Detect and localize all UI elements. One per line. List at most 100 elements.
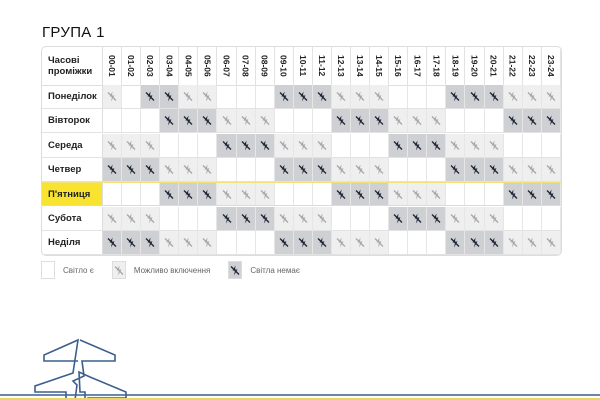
cell-power-on xyxy=(485,109,504,133)
hour-header: 11-12 xyxy=(313,47,332,85)
no-power-icon xyxy=(489,237,499,248)
cell-power-on xyxy=(179,133,199,157)
no-power-icon xyxy=(279,91,289,102)
hour-label: 13-14 xyxy=(355,55,366,77)
no-power-icon xyxy=(527,164,537,175)
no-power-icon xyxy=(489,140,499,151)
no-power-icon xyxy=(508,115,518,126)
legend-swatch-on xyxy=(41,261,55,279)
no-power-icon xyxy=(546,91,556,102)
cell-power-off xyxy=(141,157,161,181)
cell-power-maybe xyxy=(103,206,123,230)
cell-power-maybe xyxy=(331,85,352,108)
no-power-icon xyxy=(355,189,365,200)
cell-power-maybe xyxy=(370,85,390,108)
hour-header: 21-22 xyxy=(504,47,523,85)
hour-header: 17-18 xyxy=(427,47,447,85)
corner-label: Часові проміжки xyxy=(42,47,103,85)
hour-label: 00-01 xyxy=(107,55,118,77)
cell-power-maybe xyxy=(465,206,485,230)
cell-power-maybe xyxy=(446,206,466,230)
hour-header: 23-24 xyxy=(542,47,561,85)
cell-power-maybe xyxy=(522,85,542,108)
cell-power-on xyxy=(122,109,142,133)
cell-power-off xyxy=(122,157,142,181)
legend-swatch-off xyxy=(228,261,243,279)
cell-power-on xyxy=(351,133,371,157)
cell-power-off xyxy=(274,230,294,254)
cell-power-off xyxy=(160,109,180,133)
cell-power-off xyxy=(198,183,218,206)
cell-power-off xyxy=(331,109,352,133)
no-power-icon xyxy=(431,140,441,151)
hour-header: 09-10 xyxy=(275,47,294,85)
hour-header: 06-07 xyxy=(217,47,237,85)
cell-power-maybe xyxy=(312,206,332,230)
cell-power-on xyxy=(332,133,352,157)
cell-power-on xyxy=(198,206,218,230)
cell-power-on xyxy=(408,85,428,108)
no-power-icon xyxy=(164,115,174,126)
hour-label: 11-12 xyxy=(316,55,327,77)
no-power-icon xyxy=(202,164,212,175)
no-power-icon xyxy=(183,115,193,126)
hour-header: 02-03 xyxy=(141,47,161,85)
cell-power-on xyxy=(294,109,313,133)
cell-power-on xyxy=(504,133,523,157)
cell-power-maybe xyxy=(427,109,447,133)
cell-power-maybe xyxy=(389,183,409,206)
legend: Світло є Можливо включення Світла немає xyxy=(41,261,318,279)
cell-power-on xyxy=(179,206,199,230)
cell-power-off xyxy=(370,183,390,206)
cell-power-on xyxy=(237,230,256,254)
cell-power-off xyxy=(217,206,237,230)
cell-power-off xyxy=(503,109,523,133)
hour-label: 16-17 xyxy=(412,55,423,77)
cell-power-on xyxy=(523,133,542,157)
no-power-icon xyxy=(126,164,136,175)
no-power-icon xyxy=(527,237,537,248)
power-tower-graphic xyxy=(0,338,600,400)
cell-power-on xyxy=(408,157,428,181)
day-row: Понеділок xyxy=(42,85,561,109)
no-power-icon xyxy=(412,140,422,151)
no-power-icon xyxy=(355,91,365,102)
no-power-icon xyxy=(546,189,556,200)
hour-header: 07-08 xyxy=(237,47,256,85)
cell-power-maybe xyxy=(160,157,180,181)
no-power-icon xyxy=(336,115,346,126)
cell-power-off xyxy=(293,230,313,254)
cell-power-on xyxy=(465,109,485,133)
cell-power-maybe xyxy=(408,183,428,206)
no-power-icon xyxy=(374,164,384,175)
hour-header: 04-05 xyxy=(179,47,199,85)
no-power-icon xyxy=(298,164,308,175)
no-power-icon xyxy=(336,189,346,200)
cell-power-on xyxy=(389,157,409,181)
cell-power-on xyxy=(332,206,352,230)
no-power-icon xyxy=(508,189,518,200)
no-power-icon xyxy=(336,91,346,102)
no-power-icon xyxy=(374,189,384,200)
cell-power-off xyxy=(141,230,161,254)
cell-power-on xyxy=(141,183,161,206)
hour-header: 13-14 xyxy=(351,47,371,85)
no-power-icon xyxy=(355,115,365,126)
cell-power-maybe xyxy=(331,230,352,254)
no-power-icon xyxy=(527,115,537,126)
no-power-icon xyxy=(298,213,308,223)
hour-label: 15-16 xyxy=(393,55,404,77)
cell-power-maybe xyxy=(198,157,218,181)
cell-power-off xyxy=(522,183,542,206)
no-power-icon xyxy=(202,237,212,248)
cell-power-off xyxy=(331,183,352,206)
no-power-icon xyxy=(114,265,124,275)
no-power-icon xyxy=(107,91,117,102)
no-power-icon xyxy=(183,237,193,248)
no-power-icon xyxy=(222,213,231,223)
no-power-icon xyxy=(489,213,499,223)
no-power-icon xyxy=(222,115,231,126)
cell-power-on xyxy=(160,206,180,230)
no-power-icon xyxy=(317,140,327,151)
no-power-icon xyxy=(412,213,422,223)
